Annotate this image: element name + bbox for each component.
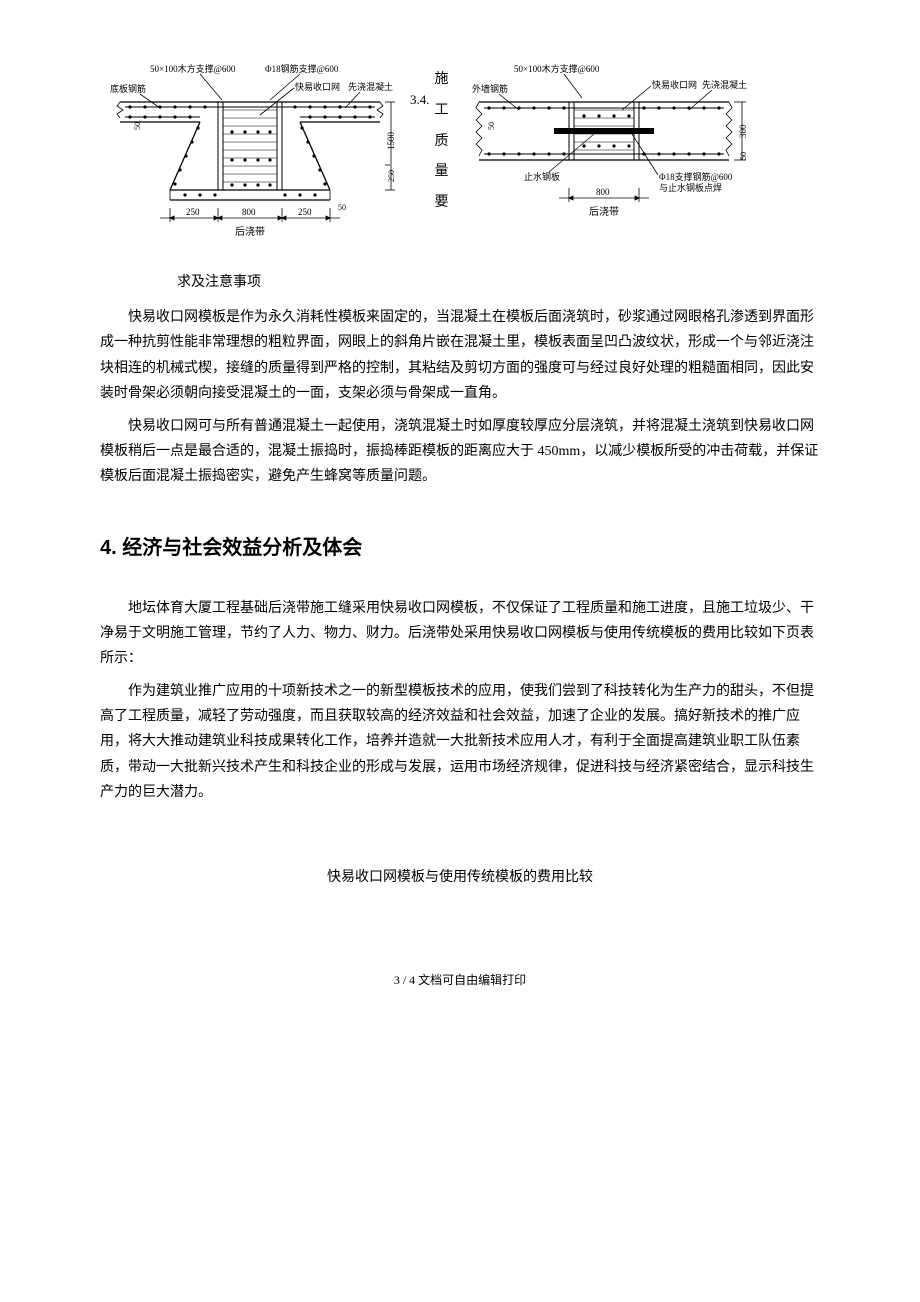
d2-label-top: 50×100木方支撑@600 [514, 63, 600, 74]
d1-dim-right: 250 [298, 207, 312, 217]
diagram-row: 50×100木方支撑@600 Φ18钢筋支撑@600 底板钢筋 快易收口网 先浇… [100, 60, 820, 250]
d1-dim-h2: 250 [387, 170, 396, 182]
section-3-4-p1: 快易收口网模板是作为永久消耗性模板来固定的，当混凝土在模板后面浇筑时，砂浆通过网… [100, 305, 820, 406]
heading-3-4-continuation: 求及注意事项 [100, 270, 820, 295]
section-4-p2: 作为建筑业推广应用的十项新技术之一的新型模板技术的应用，使我们尝到了科技转化为生… [100, 679, 820, 805]
d2-dim-span: 800 [596, 187, 610, 197]
d1-dim-h50: 50 [133, 122, 142, 130]
d2-label-bl: 止水钢板 [524, 171, 560, 182]
d1-dim-left: 250 [186, 207, 200, 217]
table-title: 快易收口网模板与使用传统模板的费用比较 [100, 865, 820, 890]
d1-label-mid-upper: 快易收口网 [295, 81, 340, 92]
d2-label-r2: 先浇混凝土 [702, 79, 747, 90]
page-footer: 3 / 4 文档可自由编辑打印 [100, 970, 820, 992]
d2-dim-h50b: 50 [739, 152, 748, 160]
section-4-p1: 地坛体育大厦工程基础后浇带施工缝采用快易收口网模板，不仅保证了工程质量和施工进度… [100, 596, 820, 672]
v4: 要 [435, 188, 449, 219]
d1-label-top-right: Φ18钢筋支撑@600 [265, 63, 339, 74]
v2: 质 [435, 127, 449, 158]
d1-label-bottom: 后浇带 [235, 225, 265, 238]
v0: 施 [435, 65, 449, 96]
d1-label-mid-lower: 先浇混凝土 [348, 81, 393, 92]
d2-label-bc: 后浇带 [589, 205, 619, 218]
section-3-4-p2: 快易收口网可与所有普通混凝土一起使用，浇筑混凝土时如厚度较厚应分层浇筑，并将混凝… [100, 414, 820, 490]
d1-dim-mid: 800 [242, 207, 256, 217]
d2-label-br1: Φ18支撑钢筋@600 [659, 171, 733, 182]
d1-label-top-left: 50×100木方支撑@600 [150, 63, 236, 74]
d2-label-r1: 快易收口网 [652, 79, 697, 90]
section-3-4-prefix: 3.4. [410, 60, 430, 111]
d2-dim-h: 300 [738, 124, 748, 138]
section-3-4-vertical: 施 工 质 量 要 [435, 60, 449, 219]
v1: 工 [435, 96, 449, 127]
diagram-2: 50×100木方支撑@600 外墙钢筋 快易收口网 先浇混凝土 [454, 60, 754, 250]
section-4-heading: 4. 经济与社会效益分析及体会 [100, 530, 820, 566]
d2-label-left: 外墙钢筋 [472, 83, 508, 94]
diagram-1: 50×100木方支撑@600 Φ18钢筋支撑@600 底板钢筋 快易收口网 先浇… [100, 60, 400, 250]
d1-label-left: 底板钢筋 [110, 83, 146, 94]
d1-dim-h: 1500 [386, 132, 396, 151]
d2-label-br2: 与止水钢板点焊 [659, 182, 722, 193]
d1-dim-50: 50 [338, 203, 346, 212]
d2-dim-h50a: 50 [487, 122, 496, 130]
v3: 量 [435, 157, 449, 188]
